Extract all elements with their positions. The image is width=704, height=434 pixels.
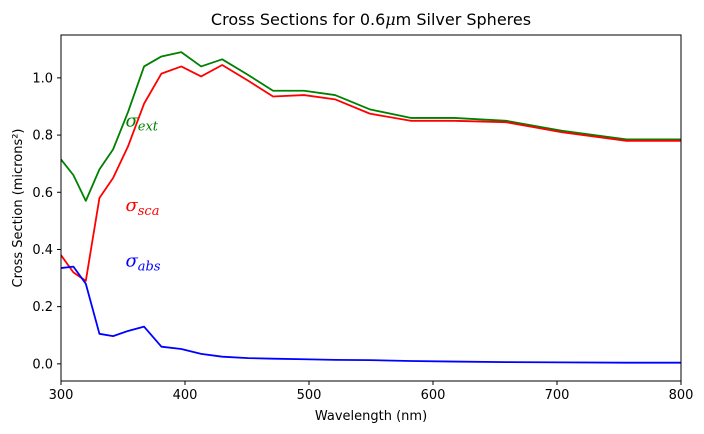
plot-area: σext σsca σabs 300 400 500 600 700 800 0.0 0.2 0.4 0… (32, 34, 694, 403)
x-tick-label: 700 (545, 388, 570, 403)
y-tick-label: 0.4 (32, 243, 53, 258)
x-tick-label: 800 (669, 388, 694, 403)
series-line-ext (60, 51, 681, 202)
y-tick-label: 0.0 (32, 357, 53, 372)
annotation-sca: σsca (125, 195, 159, 219)
y-tick-label: 1.0 (32, 71, 53, 86)
y-tick-label: 0.8 (32, 129, 53, 144)
x-axis-label: Wavelength (nm) (315, 409, 427, 424)
x-tick-label: 300 (49, 388, 74, 403)
x-tick-label: 400 (173, 388, 198, 403)
x-tick-label: 600 (421, 388, 446, 403)
series-line-abs (60, 265, 681, 364)
y-axis-label: Cross Section (microns²) (11, 128, 26, 287)
annotation-ext: σext (125, 111, 158, 135)
y-tick-label: 0.2 (32, 300, 53, 315)
axes-frame (60, 34, 682, 382)
chart-title: Cross Sections for 0.6μm Silver Spheres (211, 10, 531, 29)
series-line-sca (60, 64, 681, 282)
y-tick-label: 0.6 (32, 186, 53, 201)
x-tick-label: 500 (297, 388, 322, 403)
annotation-abs: σabs (125, 251, 160, 275)
